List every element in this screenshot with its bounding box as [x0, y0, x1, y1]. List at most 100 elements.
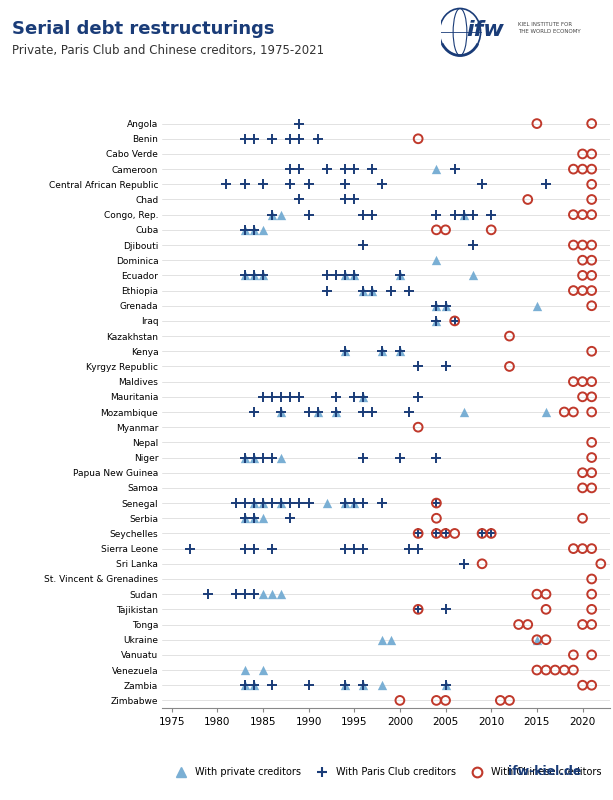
Point	[450, 208, 460, 221]
Point	[577, 542, 587, 555]
Point	[340, 345, 350, 358]
Point	[240, 178, 249, 190]
Point	[413, 360, 423, 373]
Point	[587, 299, 596, 312]
Point	[413, 542, 423, 555]
Point	[258, 451, 268, 464]
Point	[568, 162, 578, 175]
Point	[432, 497, 441, 510]
Point	[532, 299, 542, 312]
Point	[459, 208, 469, 221]
Point	[258, 269, 268, 282]
Point	[240, 223, 249, 236]
Point	[276, 588, 286, 601]
Point	[395, 345, 405, 358]
Point	[331, 406, 341, 418]
Point	[486, 223, 496, 236]
Point	[577, 375, 587, 388]
Point	[477, 527, 487, 540]
Point	[532, 634, 542, 646]
Point	[240, 679, 249, 692]
Point	[404, 284, 414, 297]
Point	[303, 406, 313, 418]
Point	[331, 390, 341, 403]
Text: and Christoph Trebesch: and Christoph Trebesch	[63, 784, 169, 793]
Point	[441, 223, 451, 236]
Point	[568, 664, 578, 677]
Point	[322, 269, 332, 282]
Point	[395, 269, 405, 282]
Point	[240, 512, 249, 525]
Point	[377, 178, 387, 190]
Point	[495, 694, 505, 707]
Point	[432, 299, 441, 312]
Point	[349, 542, 359, 555]
Point	[249, 269, 259, 282]
Point	[395, 345, 405, 358]
Point	[587, 573, 596, 586]
Point	[377, 497, 387, 510]
Point	[340, 542, 350, 555]
Point	[596, 558, 606, 570]
Point	[294, 117, 304, 130]
Point	[359, 679, 368, 692]
Point	[230, 497, 240, 510]
Point	[468, 208, 478, 221]
Point	[432, 162, 441, 175]
Point	[340, 178, 350, 190]
Point	[340, 497, 350, 510]
Point	[368, 162, 378, 175]
Point	[359, 284, 368, 297]
Text: „Hidden Defaults“ by Sebastian Horn, Carmen M. Reinhart: „Hidden Defaults“ by Sebastian Horn, Car…	[63, 758, 327, 767]
Point	[267, 208, 277, 221]
Point	[587, 147, 596, 160]
Point	[432, 512, 441, 525]
Point	[359, 390, 368, 403]
Point	[303, 497, 313, 510]
Point	[504, 330, 514, 342]
Point	[532, 588, 542, 601]
Point	[450, 314, 460, 327]
Point	[568, 406, 578, 418]
Point	[550, 664, 560, 677]
Point	[587, 406, 596, 418]
Point	[441, 679, 451, 692]
Point	[577, 482, 587, 494]
Point	[568, 238, 578, 251]
Point	[577, 284, 587, 297]
Point	[249, 679, 259, 692]
Point	[587, 162, 596, 175]
Point	[322, 497, 332, 510]
Point	[349, 193, 359, 206]
Point	[459, 208, 469, 221]
Point	[359, 238, 368, 251]
Point	[413, 603, 423, 616]
Point	[577, 162, 587, 175]
Point	[459, 558, 469, 570]
Point	[240, 542, 249, 555]
Point	[276, 406, 286, 418]
Point	[577, 147, 587, 160]
Point	[276, 497, 286, 510]
Point	[258, 588, 268, 601]
Point	[230, 588, 240, 601]
Point	[249, 588, 259, 601]
Point	[468, 269, 478, 282]
Point	[560, 406, 569, 418]
Point	[504, 694, 514, 707]
Point	[286, 497, 295, 510]
Text: Serial debt restructurings: Serial debt restructurings	[12, 20, 275, 38]
Point	[413, 527, 423, 540]
Point	[240, 512, 249, 525]
Point	[368, 284, 378, 297]
Point	[313, 406, 322, 418]
Point	[577, 512, 587, 525]
Point	[249, 269, 259, 282]
Point	[514, 618, 524, 631]
Point	[340, 162, 350, 175]
Point	[441, 360, 451, 373]
Point	[432, 314, 441, 327]
Point	[313, 406, 322, 418]
Point	[432, 299, 441, 312]
Point	[303, 178, 313, 190]
